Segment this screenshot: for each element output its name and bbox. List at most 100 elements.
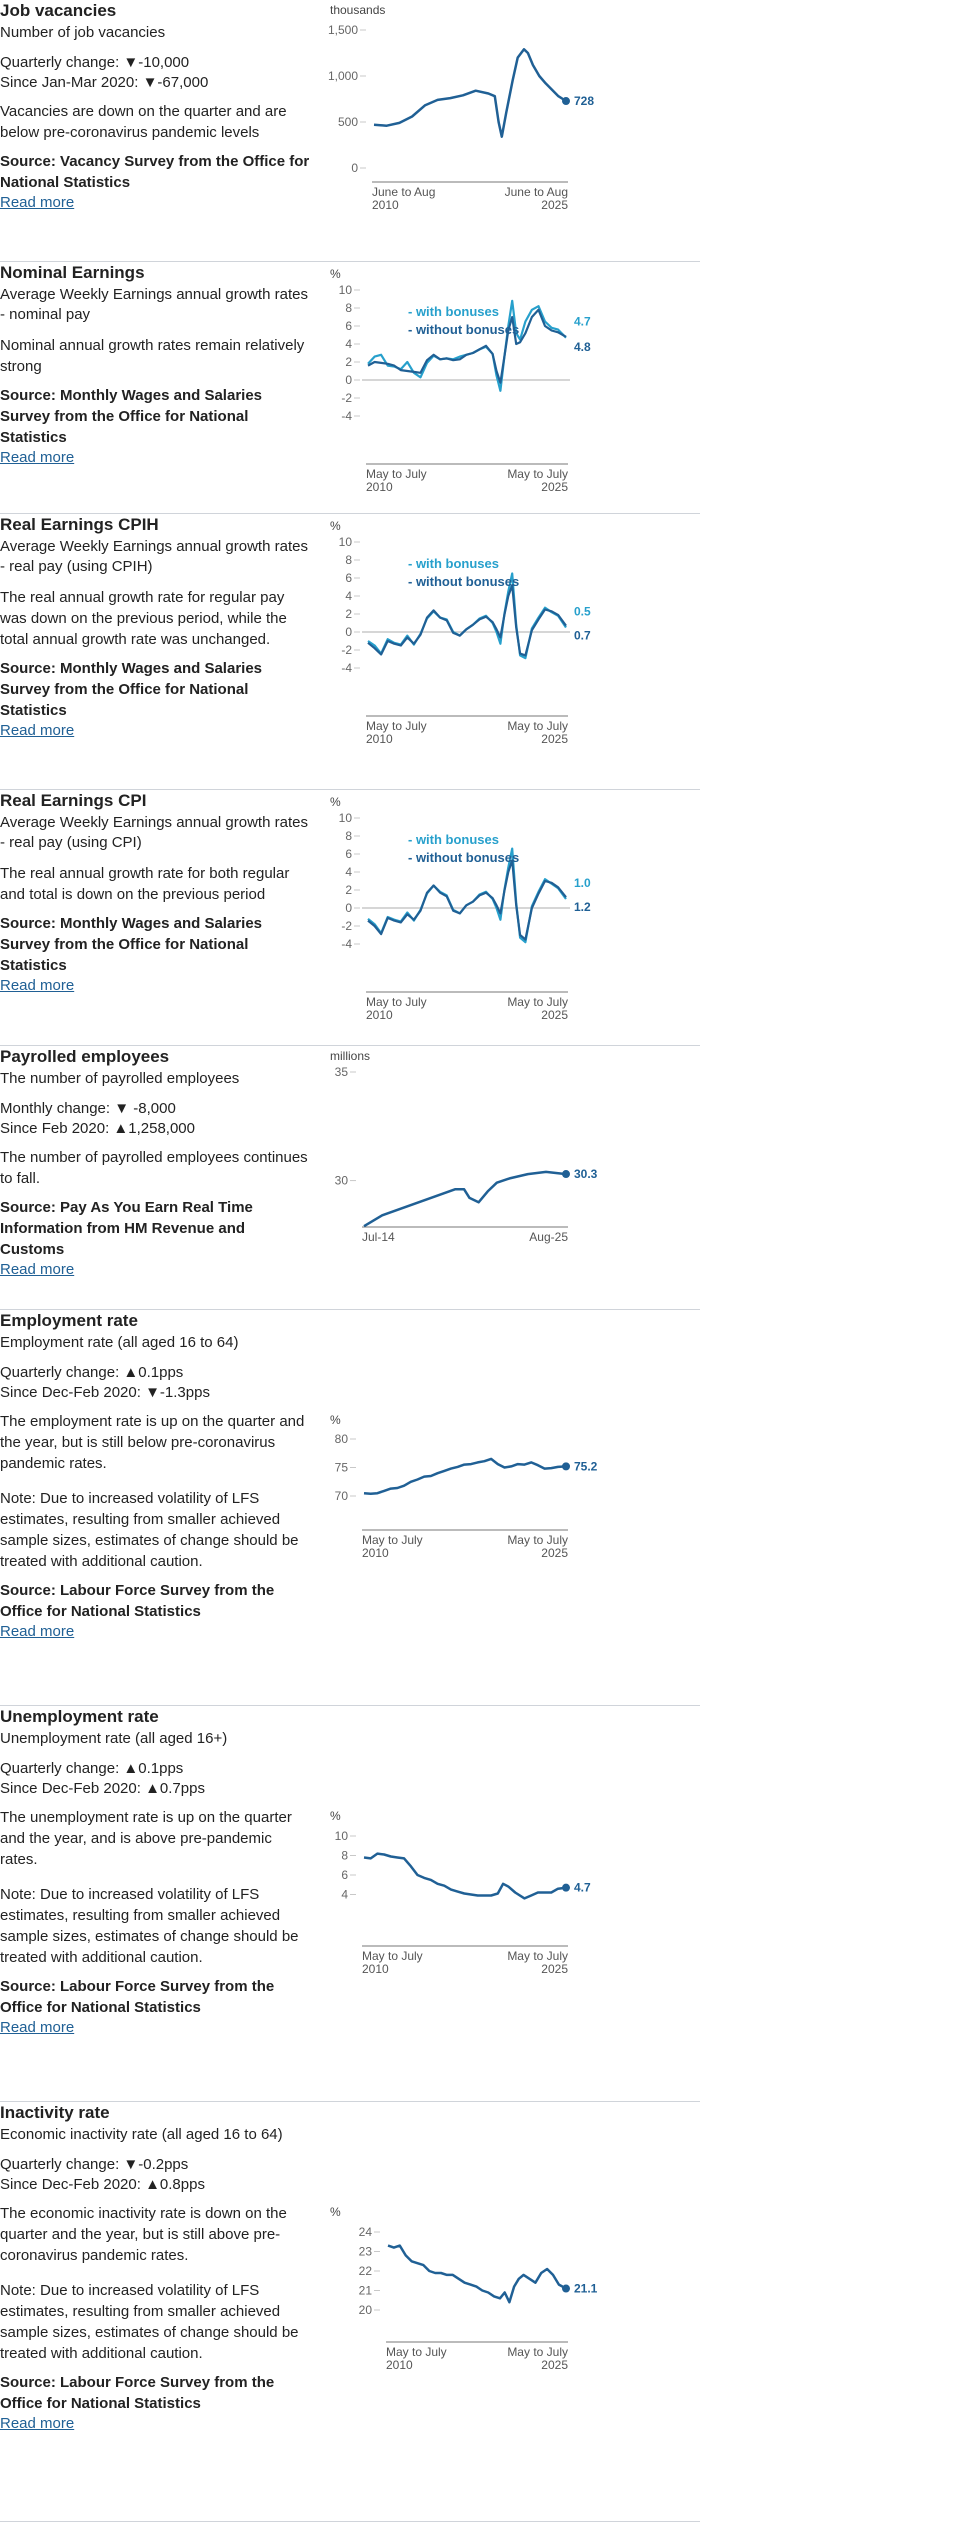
- y-tick-label: 6: [345, 319, 352, 333]
- read-more-link[interactable]: Read more: [0, 1623, 75, 1640]
- y-tick-label: 8: [345, 553, 352, 567]
- read-more-link[interactable]: Read more: [0, 1261, 75, 1278]
- y-tick-label: 10: [339, 283, 353, 297]
- y-tick-label: 75: [335, 1461, 349, 1475]
- y-tick-label: 0: [351, 161, 358, 175]
- end-value-label: 1.2: [574, 900, 591, 914]
- y-tick-label: 24: [359, 2225, 373, 2239]
- y-tick-label: 4: [341, 1888, 348, 1902]
- panel-note: Note: Due to increased volatility of LFS…: [0, 1886, 299, 1966]
- panel-description: The employment rate is up on the quarter…: [0, 1413, 305, 1472]
- panel-subtitle: Average Weekly Earnings annual growth ra…: [0, 286, 308, 323]
- x-tick-label: 2010: [366, 732, 393, 746]
- y-tick-label: 6: [341, 1868, 348, 1882]
- change-line: Since Jan-Mar 2020: ▼-67,000: [0, 74, 209, 91]
- panel-inactivity-rate: Inactivity rate Economic inactivity rate…: [0, 2102, 700, 2522]
- panel-title: Job vacancies: [0, 1, 117, 20]
- x-tick-label: 2010: [372, 198, 399, 212]
- read-more-link[interactable]: Read more: [0, 449, 75, 466]
- x-tick-label: 2025: [541, 1008, 568, 1022]
- panel-title: Employment rate: [0, 1311, 138, 1330]
- y-tick-label: 23: [359, 2245, 373, 2259]
- x-tick-label: Aug-25: [529, 1230, 568, 1244]
- panel-title: Unemployment rate: [0, 1707, 159, 1726]
- panel-subtitle: The number of payrolled employees: [0, 1070, 240, 1087]
- y-tick-label: 1,000: [328, 69, 358, 83]
- panel-text: Unemployment rate Unemployment rate (all…: [0, 1706, 312, 2038]
- read-more-link[interactable]: Read more: [0, 722, 75, 739]
- panel-note: Note: Due to increased volatility of LFS…: [0, 2282, 299, 2362]
- end-value-label: 21.1: [574, 2282, 598, 2296]
- series-line: [367, 584, 567, 657]
- series-line: [387, 2244, 567, 2304]
- panel-description: Vacancies are down on the quarter and ar…: [0, 103, 287, 141]
- x-tick-label: 2010: [366, 1008, 393, 1022]
- y-tick-label: -2: [341, 391, 352, 405]
- panel-employment-rate: Employment rate Employment rate (all age…: [0, 1310, 700, 1706]
- panel-payrolled-employees: Payrolled employees The number of payrol…: [0, 1046, 700, 1310]
- read-more-link[interactable]: Read more: [0, 194, 75, 211]
- axis-unit-label: millions: [330, 1049, 370, 1063]
- x-tick-label: May to July: [362, 1533, 423, 1547]
- series-line: [363, 1852, 567, 1900]
- y-tick-label: 20: [359, 2303, 373, 2317]
- end-value-label: 0.7: [574, 629, 591, 643]
- y-tick-label: -2: [341, 919, 352, 933]
- y-tick-label: 4: [345, 337, 352, 351]
- x-tick-label: May to July: [507, 1533, 568, 1547]
- change-line: Since Feb 2020: ▲1,258,000: [0, 1120, 195, 1137]
- series-line: [363, 1457, 567, 1495]
- change-line: Quarterly change: ▼-0.2pps: [0, 2156, 189, 2173]
- read-more-link[interactable]: Read more: [0, 977, 75, 994]
- read-more-link[interactable]: Read more: [0, 2019, 75, 2036]
- panel-title: Inactivity rate: [0, 2103, 110, 2122]
- axis-unit-label: thousands: [330, 3, 385, 17]
- x-tick-label: 2025: [541, 480, 568, 494]
- panel-unemployment-rate: Unemployment rate Unemployment rate (all…: [0, 1706, 700, 2102]
- panel-subtitle: Number of job vacancies: [0, 24, 166, 41]
- y-tick-label: 21: [359, 2284, 373, 2298]
- y-tick-label: -4: [341, 937, 352, 951]
- end-point-marker: [562, 97, 570, 106]
- end-value-label: 0.5: [574, 605, 591, 619]
- panel-description: The real annual growth rate for regular …: [0, 589, 287, 648]
- panel-real-earnings-cpi: Real Earnings CPI Average Weekly Earning…: [0, 790, 700, 1046]
- end-point-marker: [562, 1170, 570, 1179]
- panel-text: Job vacancies Number of job vacancies Qu…: [0, 0, 312, 213]
- x-tick-label: May to July: [507, 1949, 568, 1963]
- y-tick-label: 2: [345, 607, 352, 621]
- series-line: [373, 48, 567, 138]
- y-tick-label: 6: [345, 571, 352, 585]
- panel-subtitle: Economic inactivity rate (all aged 16 to…: [0, 2126, 283, 2143]
- change-figures: Monthly change: ▼ -8,000 Since Feb 2020:…: [0, 1099, 312, 1139]
- panel-text: Real Earnings CPIH Average Weekly Earnin…: [0, 514, 312, 741]
- end-value-label: 75.2: [574, 1459, 598, 1473]
- x-tick-label: 2010: [386, 2358, 413, 2372]
- panel-source: Source: Labour Force Survey from the Off…: [0, 2374, 275, 2412]
- panel-nominal-earnings: Nominal Earnings Average Weekly Earnings…: [0, 262, 700, 514]
- x-tick-label: 2010: [366, 480, 393, 494]
- x-tick-label: 2010: [362, 1546, 389, 1560]
- axis-unit-label: %: [330, 519, 341, 533]
- end-point-marker: [562, 2284, 570, 2293]
- panel-subtitle: Employment rate (all aged 16 to 64): [0, 1334, 239, 1351]
- legend-entry: - without bonuses: [408, 574, 519, 589]
- change-figures: Quarterly change: ▼-10,000 Since Jan-Mar…: [0, 53, 312, 93]
- panel-description: The unemployment rate is up on the quart…: [0, 1809, 292, 1868]
- series-line: [367, 308, 567, 384]
- panel-description: Nominal annual growth rates remain relat…: [0, 337, 305, 375]
- end-value-label: 4.8: [574, 340, 591, 354]
- x-tick-label: May to July: [507, 719, 568, 733]
- panel-description: The real annual growth rate for both reg…: [0, 865, 290, 903]
- panel-source: Source: Pay As You Earn Real Time Inform…: [0, 1199, 253, 1258]
- end-point-marker: [562, 1883, 570, 1892]
- read-more-link[interactable]: Read more: [0, 2415, 75, 2432]
- y-tick-label: 22: [359, 2264, 373, 2278]
- panel-description: The economic inactivity rate is down on …: [0, 2205, 287, 2264]
- legend-entry: - with bonuses: [408, 304, 499, 319]
